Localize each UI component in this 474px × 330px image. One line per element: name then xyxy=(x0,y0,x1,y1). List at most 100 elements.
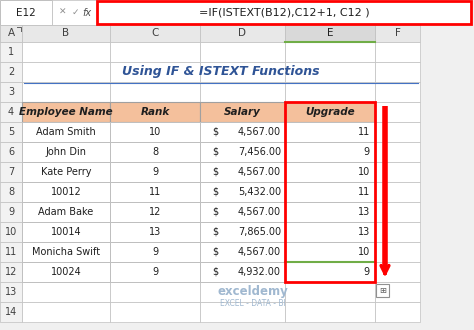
Text: 13: 13 xyxy=(5,287,17,297)
Bar xyxy=(0,102,22,122)
Bar xyxy=(285,82,375,102)
Bar xyxy=(285,262,375,282)
Bar xyxy=(22,42,110,62)
Bar xyxy=(375,262,420,282)
Text: 13: 13 xyxy=(358,227,370,237)
Text: John Din: John Din xyxy=(46,147,86,157)
Bar xyxy=(200,122,285,142)
Bar xyxy=(22,242,110,262)
Bar xyxy=(110,102,200,122)
Bar xyxy=(285,162,375,182)
Text: 12: 12 xyxy=(5,267,17,277)
Text: Monicha Swift: Monicha Swift xyxy=(32,247,100,257)
Text: Rank: Rank xyxy=(140,107,170,117)
Bar xyxy=(200,262,285,282)
Bar xyxy=(285,25,375,42)
Text: ⊞: ⊞ xyxy=(379,286,386,295)
Text: E12: E12 xyxy=(16,8,36,17)
Bar xyxy=(22,202,110,222)
Text: 9: 9 xyxy=(364,147,370,157)
Text: C: C xyxy=(151,28,159,39)
Text: 8: 8 xyxy=(8,187,14,197)
Bar xyxy=(22,282,110,302)
Bar xyxy=(110,162,200,182)
Text: 4: 4 xyxy=(8,107,14,117)
Bar xyxy=(375,102,420,122)
Bar xyxy=(0,62,22,82)
Bar xyxy=(0,242,22,262)
Bar xyxy=(22,242,110,262)
Text: B: B xyxy=(63,28,70,39)
Text: 10: 10 xyxy=(358,167,370,177)
Bar xyxy=(285,102,375,122)
Bar xyxy=(110,122,200,142)
Bar xyxy=(22,82,110,102)
Bar xyxy=(200,162,285,182)
Bar xyxy=(110,302,200,322)
Bar xyxy=(200,142,285,162)
Bar xyxy=(110,102,200,122)
Text: exceldemy: exceldemy xyxy=(217,285,288,299)
Bar xyxy=(22,302,110,322)
Bar xyxy=(285,242,375,262)
Text: fx: fx xyxy=(82,8,91,17)
Bar xyxy=(375,202,420,222)
Bar xyxy=(110,182,200,202)
Bar xyxy=(110,202,200,222)
Text: 11: 11 xyxy=(149,187,161,197)
Bar xyxy=(285,202,375,222)
Text: Salary: Salary xyxy=(224,107,261,117)
Bar xyxy=(110,202,200,222)
Bar xyxy=(375,142,420,162)
Bar xyxy=(375,242,420,262)
Bar xyxy=(285,182,375,202)
Bar xyxy=(200,262,285,282)
Bar xyxy=(200,25,285,42)
Bar xyxy=(375,82,420,102)
Bar xyxy=(285,282,375,302)
Text: A: A xyxy=(8,28,15,39)
Text: 9: 9 xyxy=(152,167,158,177)
Bar xyxy=(22,102,110,122)
Text: E: E xyxy=(327,28,333,39)
Text: 6: 6 xyxy=(8,147,14,157)
Text: 4,567.00: 4,567.00 xyxy=(238,167,281,177)
Bar xyxy=(200,222,285,242)
Bar xyxy=(200,142,285,162)
Bar xyxy=(22,182,110,202)
Text: 9: 9 xyxy=(152,267,158,277)
Text: 7,865.00: 7,865.00 xyxy=(238,227,281,237)
Bar xyxy=(0,25,22,42)
Bar xyxy=(200,202,285,222)
Bar xyxy=(0,302,22,322)
Text: 5: 5 xyxy=(8,127,14,137)
Bar xyxy=(22,202,110,222)
Bar xyxy=(0,142,22,162)
Text: 11: 11 xyxy=(5,247,17,257)
Text: 14: 14 xyxy=(5,307,17,317)
Bar xyxy=(285,202,375,222)
Text: $: $ xyxy=(212,127,218,137)
Bar xyxy=(22,182,110,202)
Text: 11: 11 xyxy=(358,127,370,137)
Text: EXCEL - DATA - BI: EXCEL - DATA - BI xyxy=(219,299,285,308)
Bar xyxy=(0,162,22,182)
Bar xyxy=(285,222,375,242)
Bar xyxy=(110,142,200,162)
Bar xyxy=(200,242,285,262)
Bar xyxy=(285,262,375,282)
Bar xyxy=(110,162,200,182)
Text: $: $ xyxy=(212,207,218,217)
Bar xyxy=(110,82,200,102)
Bar xyxy=(200,102,285,122)
Bar xyxy=(110,262,200,282)
Bar xyxy=(110,122,200,142)
Text: $: $ xyxy=(212,147,218,157)
Bar xyxy=(110,222,200,242)
Bar xyxy=(22,162,110,182)
Bar xyxy=(375,302,420,322)
Bar xyxy=(375,42,420,62)
Bar xyxy=(22,122,110,142)
Bar xyxy=(22,162,110,182)
Text: 4,567.00: 4,567.00 xyxy=(238,247,281,257)
